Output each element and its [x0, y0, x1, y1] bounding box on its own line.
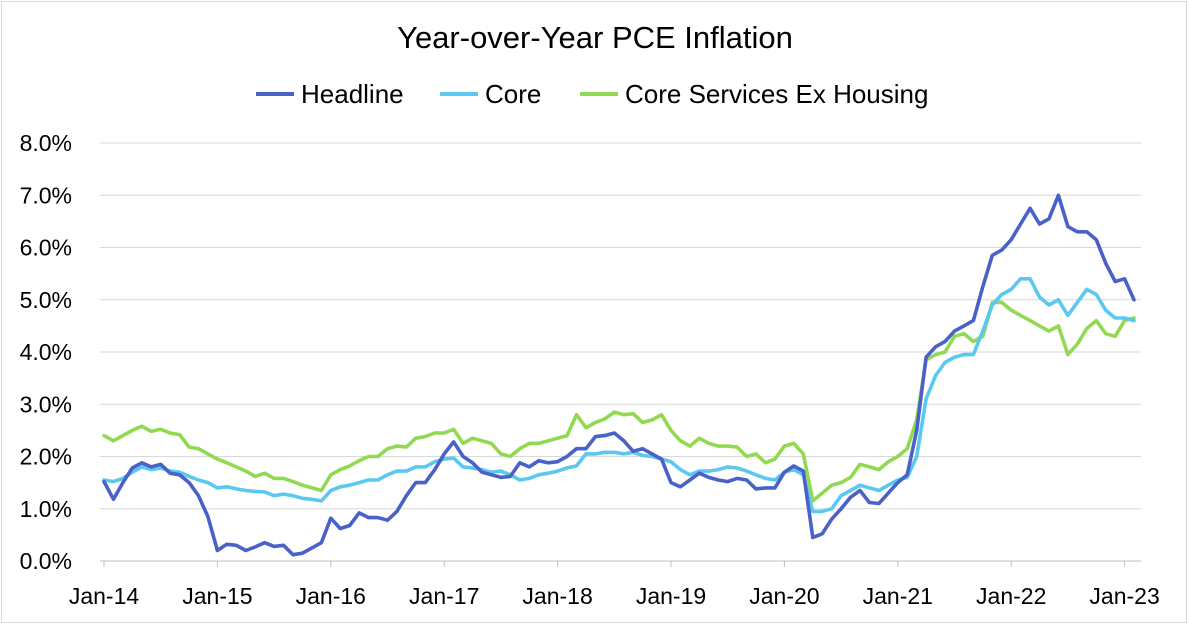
x-tick-label: Jan-22: [976, 583, 1046, 609]
legend-label: Core Services Ex Housing: [625, 79, 928, 109]
gridlines: [100, 142, 1141, 510]
x-axis: Jan-14 Jan-15 Jan-16 Jan-17 Jan-18 Jan-19 Jan-…: [69, 560, 1160, 609]
x-tick-label: Jan-19: [636, 583, 706, 609]
series-line-headline: [102, 193, 1136, 557]
x-tick-label: Jan-23: [1089, 583, 1159, 609]
x-tick-label: Jan-14: [69, 583, 140, 609]
y-tick-label: 8.0%: [20, 130, 72, 156]
legend-label: Headline: [301, 79, 404, 109]
y-tick-label: 5.0%: [20, 287, 72, 313]
y-tick-label: 6.0%: [20, 235, 72, 261]
chart-title: Year-over-Year PCE Inflation: [397, 20, 793, 55]
legend: Headline Core Core Services Ex Housing: [256, 79, 928, 109]
series-line-core-services-ex-housing: [102, 300, 1136, 503]
legend-label: Core: [485, 79, 541, 109]
y-tick-label: 0.0%: [20, 548, 72, 574]
series-line-core: [102, 276, 1136, 514]
x-tick-label: Jan-17: [409, 583, 479, 609]
x-tick-label: Jan-18: [522, 583, 592, 609]
x-tick-label: Jan-15: [182, 583, 252, 609]
y-axis: 0.0% 1.0% 2.0% 3.0% 4.0% 5.0% 6.0% 7.0% 8.0%: [20, 130, 72, 574]
x-tick-label: Jan-21: [863, 583, 933, 609]
series-group: [102, 193, 1136, 557]
x-tick-label: Jan-20: [749, 583, 819, 609]
y-tick-label: 3.0%: [20, 391, 72, 417]
y-tick-label: 7.0%: [20, 182, 72, 208]
y-tick-label: 1.0%: [20, 496, 72, 522]
y-tick-label: 4.0%: [20, 339, 72, 365]
x-tick-label: Jan-16: [296, 583, 366, 609]
y-tick-label: 2.0%: [20, 444, 72, 470]
